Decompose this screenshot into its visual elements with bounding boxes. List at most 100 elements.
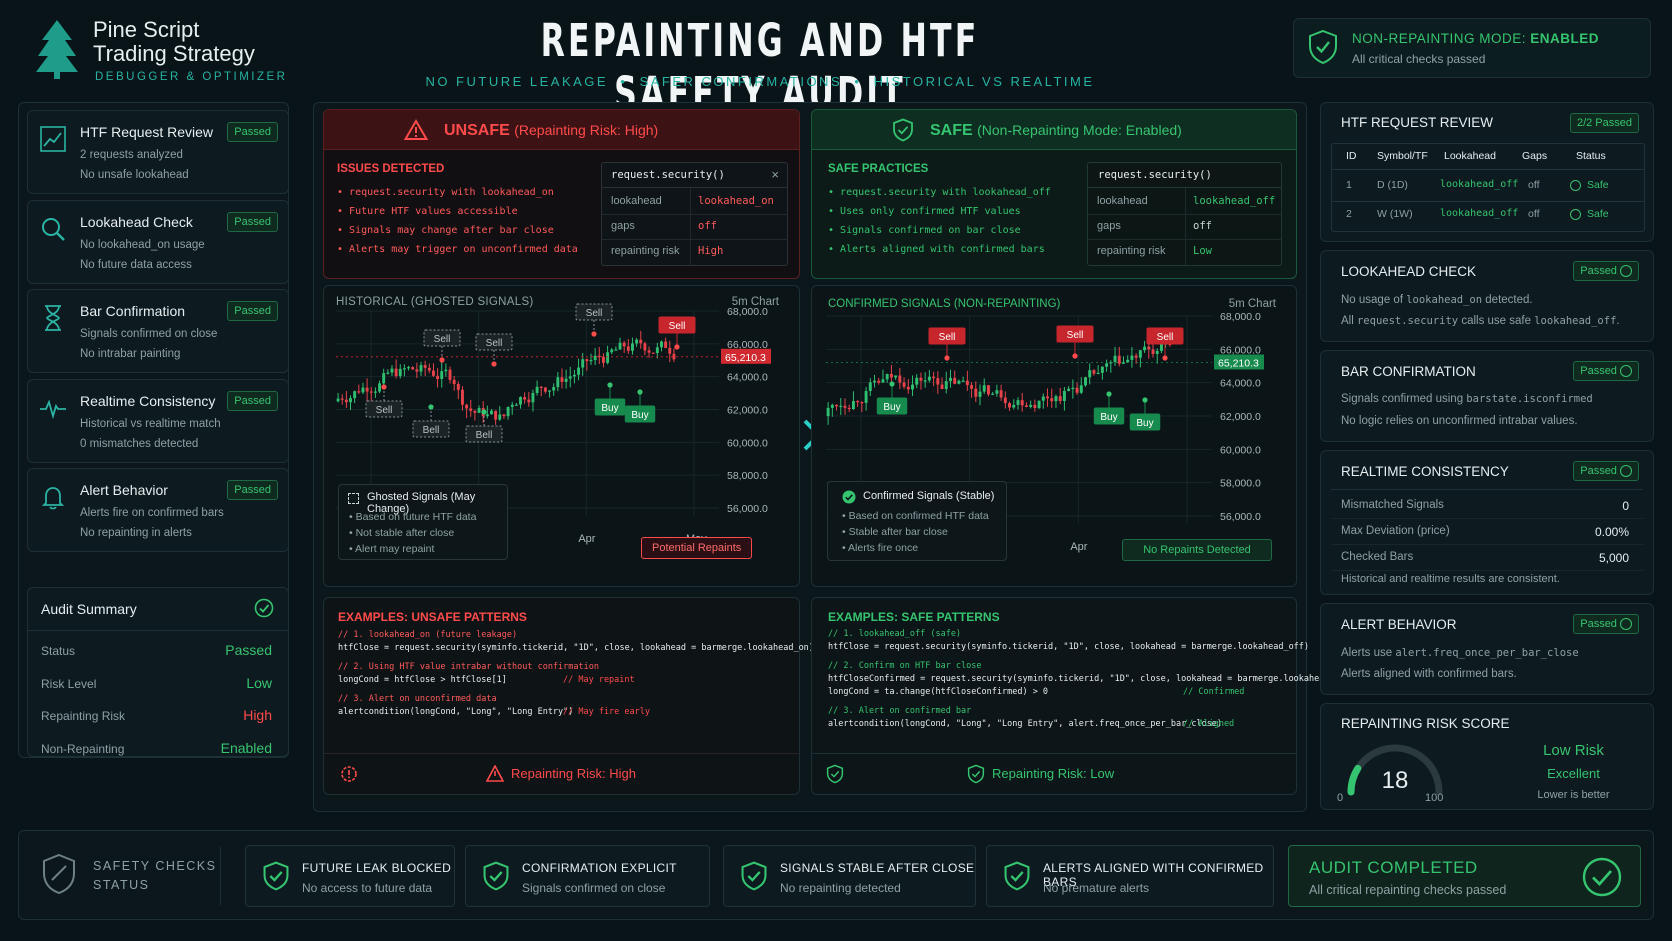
bar-line2: No logic relies on unconfirmed intrabar … <box>1341 415 1578 427</box>
candle-body <box>1143 346 1147 351</box>
code-line: // 2. Confirm on HTF bar close <box>828 661 982 671</box>
candle-body <box>995 390 999 394</box>
page-subtitle: NO FUTURE LEAKAGE • SAFER CONFIRMATIONS … <box>425 74 1095 89</box>
candle-body <box>444 369 448 372</box>
signal-bell-label: Bell <box>423 425 440 436</box>
code-line: // 2. Using HTF value intrabar without c… <box>338 662 599 672</box>
candle-body <box>1134 355 1138 358</box>
candle-body <box>440 371 444 380</box>
no-repaints-tag: No Repaints Detected <box>1122 539 1272 561</box>
candle-body <box>568 376 572 379</box>
candle-body <box>868 382 872 392</box>
check-card-title: Lookahead Check <box>80 213 193 230</box>
shield-check-icon <box>482 860 510 897</box>
hourglass-icon <box>39 304 67 337</box>
htf-row[interactable]: 2 W (1W) lookahead_off off Safe <box>1332 208 1644 228</box>
htf-lookahead: lookahead_off <box>1440 179 1519 190</box>
candle-body <box>456 384 460 390</box>
candle-body <box>911 384 914 390</box>
lookahead-line1: No usage of lookahead_on detected. <box>1341 294 1533 306</box>
candle-body <box>1079 385 1083 393</box>
pine-tree-logo-icon <box>34 18 80 80</box>
safe-legend-title: Confirmed Signals (Stable) <box>863 490 995 502</box>
gear-warning-icon <box>339 764 359 789</box>
signal-sell-label: Sell <box>434 334 451 345</box>
bullet-item: • request.security with lookahead_off <box>828 187 1051 198</box>
candle-body <box>626 346 630 351</box>
security-value: lookahead_off <box>1193 195 1276 207</box>
candle-body <box>543 387 547 392</box>
check-card-2[interactable]: Bar Confirmation Passed Signals confirmed … <box>27 289 289 373</box>
candle-body <box>932 376 936 379</box>
signal-sell-label: Sell <box>376 405 393 416</box>
bullet-item: • Future HTF values accessible <box>337 206 518 217</box>
check-circle-icon <box>842 490 856 509</box>
candle-body <box>1138 350 1142 358</box>
legend-item: • Based on future HTF data <box>349 511 477 523</box>
candle-body <box>589 360 593 362</box>
potential-repaints-tag: Potential Repaints <box>641 537 753 559</box>
safety-check-item: SIGNALS STABLE AFTER CLOSE No repainting … <box>723 845 976 907</box>
candle-body <box>452 379 456 385</box>
check-card-4[interactable]: Alert Behavior Passed Alerts fire on confi… <box>27 468 289 552</box>
y-tick-label: 60,000.0 <box>727 437 768 449</box>
bar-badge: Passed <box>1573 361 1639 382</box>
candle-body <box>382 373 386 384</box>
candle-body <box>1155 350 1159 354</box>
htf-table: ID Symbol/TF Lookahead Gaps Status 1 D (1D) loo… <box>1331 143 1645 232</box>
check-circle-icon <box>1620 465 1632 478</box>
candle-body <box>485 414 489 417</box>
signal-sell-marker <box>475 333 513 351</box>
security-key: gaps <box>611 220 635 232</box>
safe-title: SAFE <box>930 122 973 139</box>
candle-body <box>373 391 377 393</box>
candle-body <box>856 401 860 403</box>
candle-body <box>336 398 340 402</box>
practices-title: SAFE PRACTICES <box>828 163 929 175</box>
check-card-title: Bar Confirmation <box>80 303 186 319</box>
candle-body <box>826 407 830 416</box>
candle-body <box>494 410 498 420</box>
audit-summary-card: Audit Summary Status Passed Risk Level Low R… <box>27 587 289 757</box>
bullet-item: • Signals confirmed on bar close <box>828 225 1021 236</box>
check-card-3[interactable]: Realtime Consistency Passed Historical vs … <box>27 378 289 463</box>
candle-body <box>427 367 431 371</box>
candle-body <box>394 368 398 377</box>
summary-value: Passed <box>225 642 272 658</box>
shield-check-icon <box>262 860 290 897</box>
bullet-item: • Alerts aligned with confirmed bars <box>828 244 1045 255</box>
safe-chart-tf: 5m Chart <box>1228 298 1276 310</box>
candle-body <box>622 342 626 347</box>
signal-dot <box>637 389 643 395</box>
y-tick-label: 64,000.0 <box>727 372 768 384</box>
shield-check-icon <box>1003 860 1031 897</box>
legend-item: • Alerts fire once <box>842 542 919 554</box>
safe-subtitle: (Non-Repainting Mode: Enabled) <box>977 122 1182 138</box>
candle-body <box>957 380 961 384</box>
htf-review-card: HTF REQUEST REVIEW 2/2 Passed ID Symbol/T… <box>1320 102 1654 242</box>
candle-body <box>448 369 452 380</box>
check-card-1[interactable]: Lookahead Check Passed No lookahead_on usa… <box>27 199 289 284</box>
candle-body <box>519 397 522 405</box>
realtime-badge: Passed <box>1573 461 1639 482</box>
gauge-fill <box>1347 764 1362 796</box>
candle-body <box>1092 370 1096 374</box>
bell-icon <box>39 483 67 516</box>
y-tick-label: 66,000.0 <box>727 339 768 351</box>
check-card-line2: No future data access <box>80 258 192 271</box>
check-card-0[interactable]: HTF Request Review Passed 2 requests analy… <box>27 110 289 194</box>
bar-title: BAR CONFIRMATION <box>1341 364 1476 379</box>
passed-badge: Passed <box>227 211 278 232</box>
candle-body <box>635 339 639 344</box>
bar-confirmation-card: BAR CONFIRMATION Passed Signals confirme… <box>1320 350 1654 442</box>
realtime-key: Max Deviation (price) <box>1341 525 1450 537</box>
htf-header: Symbol/TF <box>1377 150 1428 162</box>
signal-dot <box>491 361 497 367</box>
summary-label: Risk Level <box>41 676 97 691</box>
code-line: alertcondition(longCond, "Long", "Long E… <box>828 719 1235 729</box>
signal-sell-label: Sell <box>486 338 503 349</box>
realtime-value: 5,000 <box>1598 551 1629 565</box>
htf-row[interactable]: 1 D (1D) lookahead_off off Safe <box>1332 179 1644 199</box>
candle-body <box>618 342 622 350</box>
close-icon[interactable]: × <box>771 167 779 182</box>
